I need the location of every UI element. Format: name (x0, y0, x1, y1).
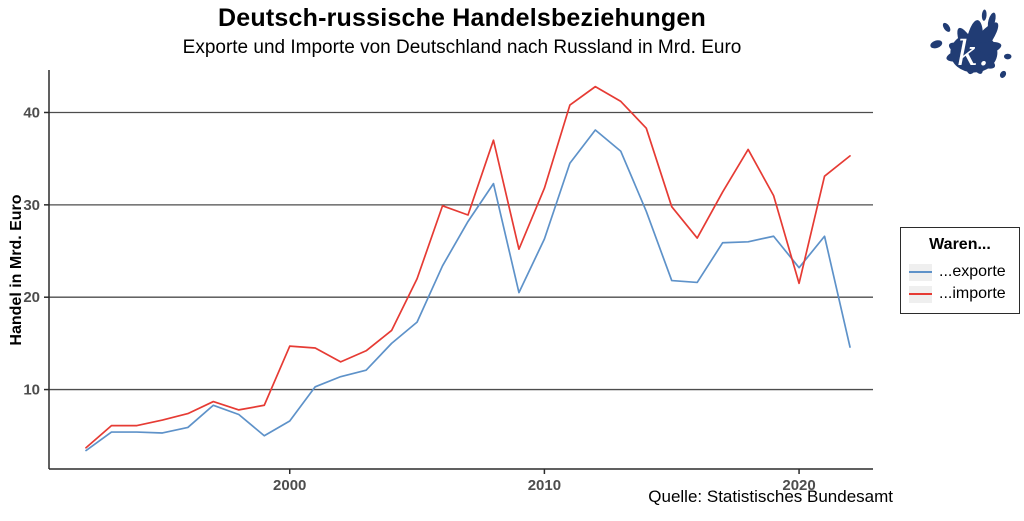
logo-letter: k. (957, 34, 989, 74)
y-tick-label: 20 (23, 289, 40, 306)
importe-line-swatch (909, 293, 932, 295)
y-tick-label: 30 (23, 197, 40, 214)
page-subtitle: Exporte und Importe von Deutschland nach… (182, 37, 742, 58)
legend-entry-importe: ...importe (909, 285, 1011, 303)
legend-label-importe: ...importe (939, 285, 1006, 302)
source-text: Quelle: Statistisches Bundesamt (648, 487, 893, 506)
page-title: Deutsch-russische Handelsbeziehungen (218, 4, 706, 32)
brand-logo: k. (924, 2, 1020, 96)
legend: Waren... ...exporte ...importe (900, 227, 1020, 314)
ink-splat-icon: k. (930, 9, 1012, 78)
legend-label-exporte: ...exporte (939, 263, 1006, 280)
exporte-line (85, 129, 851, 452)
exporte-swatch-key (909, 263, 932, 281)
y-tick-label: 10 (23, 382, 40, 399)
x-tick-label: 2010 (528, 477, 561, 494)
x-tick-label: 2000 (273, 477, 306, 494)
y-tick-label: 40 (23, 104, 40, 121)
legend-title: Waren... (929, 236, 991, 253)
exporte-line-swatch (909, 271, 932, 273)
importe-line (85, 85, 851, 449)
x-tick-label: 2020 (782, 477, 815, 494)
legend-entry-exporte: ...exporte (909, 263, 1011, 281)
importe-swatch-key (909, 285, 932, 303)
